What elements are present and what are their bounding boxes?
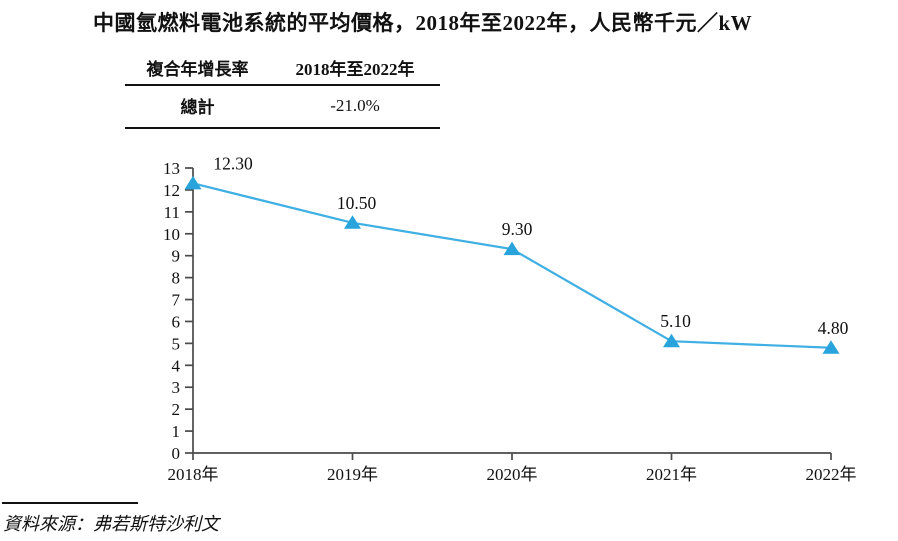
data-point-marker: [822, 340, 840, 354]
cagr-table-header-row: 複合年增長率 2018年至2022年: [125, 55, 440, 86]
y-axis-tick-label: 13: [163, 159, 180, 178]
data-line: [192, 182, 832, 349]
cagr-table-row-value: -21.0%: [330, 95, 380, 115]
y-axis-tick-label: 9: [172, 247, 181, 266]
data-point-label: 10.50: [337, 193, 377, 213]
y-axis-tick-label: 12: [163, 181, 180, 200]
x-axis-tick-label: 2018年: [168, 465, 219, 484]
y-axis-tick-label: 0: [172, 444, 181, 463]
data-point-marker: [344, 215, 361, 229]
data-point-label: 9.30: [502, 219, 533, 239]
data-point-label: 12.30: [213, 153, 253, 173]
y-axis-tick-label: 6: [172, 312, 181, 331]
chart-title: 中國氫燃料電池系統的平均價格，2018年至2022年，人民幣千元／kW: [93, 11, 753, 35]
data-point-marker: [663, 333, 680, 348]
x-axis-tick-label: 2020年: [487, 465, 538, 484]
cagr-table-header-period: 2018年至2022年: [295, 60, 415, 79]
y-axis-tick-label: 7: [172, 291, 181, 310]
y-axis-tick-label: 2: [172, 400, 181, 419]
y-axis-tick-label: 11: [164, 203, 180, 222]
data-point-marker: [503, 241, 521, 256]
x-axis-tick-label: 2019年: [327, 465, 378, 484]
x-axis-tick-label: 2021年: [646, 465, 697, 484]
cagr-table: 複合年增長率 2018年至2022年 總計 -21.0%: [125, 55, 440, 129]
data-point-marker: [184, 175, 202, 190]
y-axis-tick-label: 8: [172, 269, 181, 288]
data-point-label: 4.80: [818, 318, 849, 338]
cagr-table-row-label: 總計: [180, 98, 215, 117]
source-text: 資料來源：弗若斯特沙利文: [3, 514, 219, 534]
y-axis-tick-label: 5: [172, 334, 181, 353]
source-divider: [2, 502, 138, 504]
y-axis-tick-label: 3: [172, 378, 181, 397]
cagr-table-data-row: 總計 -21.0%: [125, 86, 440, 129]
cagr-table-header-metric: 複合年增長率: [146, 60, 249, 79]
x-axis-tick-label: 2022年: [806, 465, 857, 484]
y-axis-tick-label: 10: [163, 225, 180, 244]
y-axis-tick-label: 1: [172, 422, 181, 441]
data-point-label: 5.10: [660, 311, 691, 331]
y-axis-tick-label: 4: [172, 356, 181, 375]
